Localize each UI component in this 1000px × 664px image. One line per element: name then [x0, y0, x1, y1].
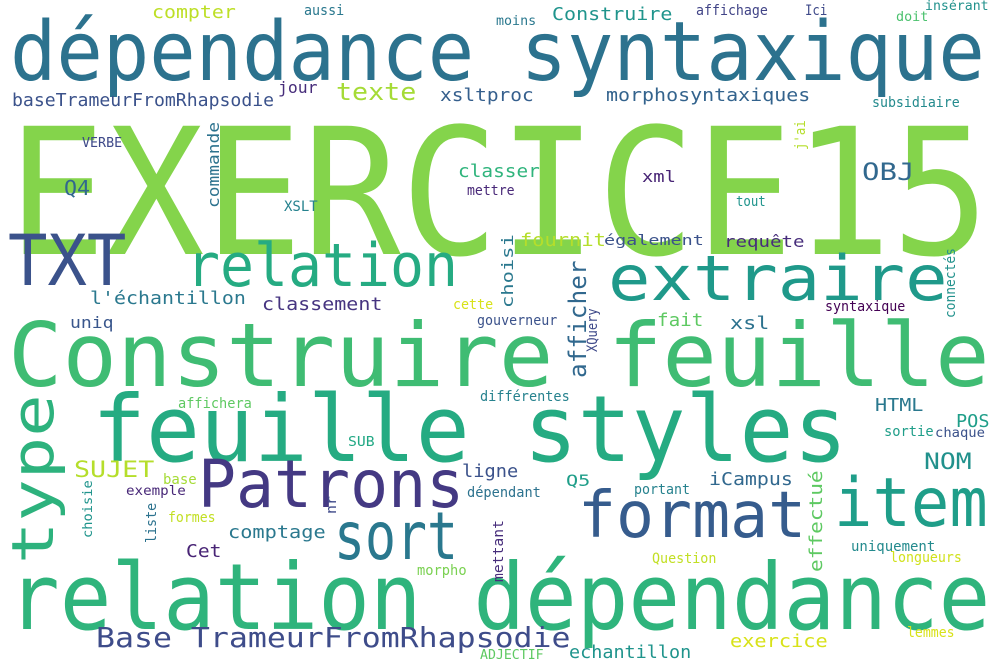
word-xslt: XSLT	[284, 199, 318, 215]
word-cette: cette	[453, 297, 494, 313]
word-sujet: SUJET	[74, 458, 155, 483]
word-connectes: connectés	[943, 248, 959, 318]
word-texte: texte	[336, 78, 417, 106]
word-cet: Cet	[186, 541, 222, 562]
word-gouverneur: gouverneur	[477, 313, 558, 329]
word-relation-dependance: relation dépendance	[8, 544, 991, 651]
word-commande: commande	[204, 121, 223, 208]
word-jai: j'ai	[793, 120, 809, 150]
word-base-trameur: Base TrameurFromRhapsodie	[96, 621, 571, 654]
word-basetrameur: baseTrameurFromRhapsodie	[12, 90, 275, 111]
word-classer: classer	[458, 161, 540, 182]
word-item: item	[834, 464, 988, 543]
word-xml: xml	[642, 167, 676, 186]
word-fournit: fournit	[520, 230, 606, 251]
word-q5: Q5	[566, 471, 591, 490]
word-base: base	[163, 472, 197, 488]
word-icampus: iCampus	[709, 469, 793, 490]
word-echantillon: echantillon	[569, 642, 692, 663]
word-egalement: également	[604, 233, 704, 249]
word-ici: Ici	[805, 3, 828, 19]
word-feuille-styles: feuille styles	[92, 376, 848, 483]
word-dependant: dépendant	[467, 485, 541, 501]
word-mettant: mettant	[491, 519, 507, 582]
word-obj: OBJ	[862, 158, 915, 186]
word-verbe: VERBE	[82, 136, 123, 151]
word-question: Question	[652, 551, 717, 567]
word-uniquement: uniquement	[851, 539, 936, 555]
word-choisi: choisi	[498, 234, 517, 308]
word-morpho: morpho	[417, 563, 467, 579]
word-extraire: extraire	[608, 242, 948, 315]
word-ligne: ligne	[462, 461, 519, 482]
word-affichera: affichera	[178, 396, 252, 412]
word-subsidiaire: subsidiaire	[872, 95, 960, 111]
word-liste: liste	[144, 502, 160, 543]
word-sortie: sortie	[884, 424, 934, 440]
word-fait: fait	[657, 310, 704, 331]
word-syntaxique: syntaxique	[825, 299, 906, 315]
word-dependance-syntaxique: dépendance syntaxique	[10, 5, 985, 100]
word-sort: sort	[334, 498, 458, 575]
word-relation: relation	[186, 231, 458, 301]
word-sub: SUB	[348, 435, 375, 450]
word-html: HTML	[875, 395, 924, 416]
word-lemmes: lemmes	[907, 625, 955, 641]
word-nom: NOM	[924, 450, 972, 475]
word-jour: jour	[278, 78, 318, 97]
word-xsl: xsl	[730, 313, 770, 334]
word-formes: formes	[168, 510, 216, 526]
word-xsltproc: xsltproc	[440, 85, 534, 106]
word-doit: doit	[896, 10, 929, 25]
word-lechantillon: l'échantillon	[90, 288, 246, 309]
word-longueurs: longueurs	[890, 550, 962, 566]
word-comptage: comptage	[228, 522, 326, 543]
word-portant: portant	[634, 482, 691, 498]
word-morphosyntaxiques: morphosyntaxiques	[606, 85, 811, 106]
word-affichage: affichage	[696, 3, 768, 19]
word-mettre: mettre	[467, 183, 515, 199]
word-xquery: XQuery	[585, 308, 601, 352]
word-choisie: choisie	[81, 480, 96, 538]
word-type: type	[0, 394, 67, 564]
word-txt: TXT	[8, 220, 127, 302]
word-exemple: exemple	[126, 484, 186, 499]
word-aussi: aussi	[304, 3, 345, 19]
word-pos: POS	[956, 411, 990, 432]
word-construire-feuille: Construire feuille	[8, 304, 990, 407]
word-differentes: différentes	[480, 389, 570, 405]
word-compter: compter	[152, 2, 236, 23]
word-exercice15: EXERCICE15	[8, 91, 990, 296]
word-uniq: uniq	[70, 313, 114, 332]
word-q4: Q4	[64, 176, 91, 200]
word-construire: Construire	[552, 4, 673, 25]
word-moins: moins	[496, 14, 537, 29]
word-exercice: exercice	[730, 631, 828, 652]
word-inserant: insérant	[925, 0, 989, 14]
word-patrons: Patrons	[198, 446, 465, 523]
word-chaque: chaque	[935, 426, 985, 441]
word-effectue: effectué	[806, 470, 827, 572]
word-adjectif: ADJECTIF	[480, 648, 544, 663]
word-format: format	[578, 479, 807, 553]
word-requete: requête	[724, 232, 805, 251]
word-nr: nr	[324, 496, 340, 514]
word-classement: classement	[262, 294, 383, 315]
word-tout: tout	[736, 194, 766, 210]
